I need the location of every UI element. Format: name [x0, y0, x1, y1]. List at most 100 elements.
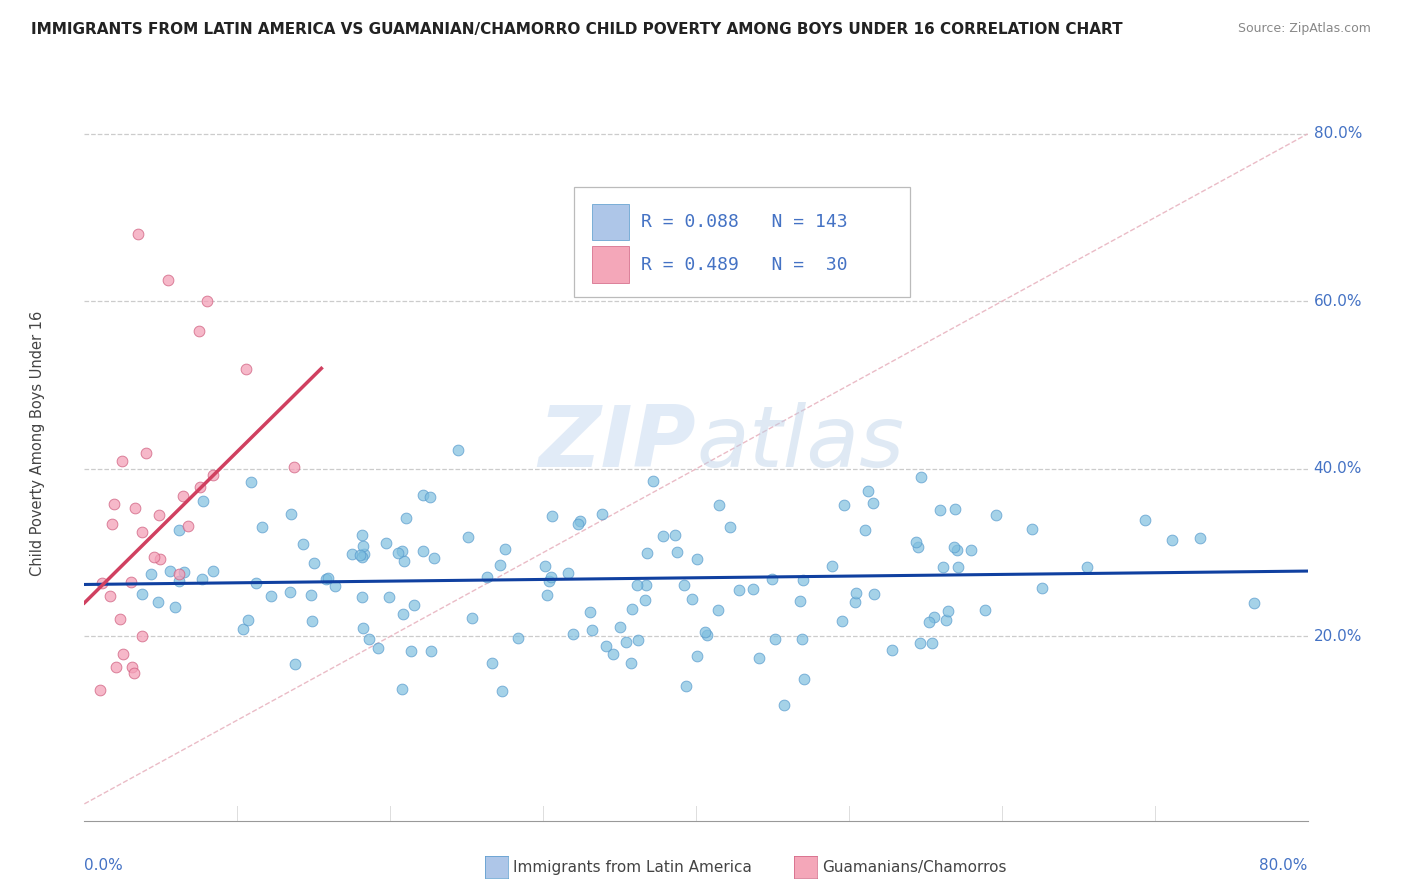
Point [167, 524, 190, 538]
Point [177, 518, 200, 533]
Point [790, 632, 813, 647]
Point [352, 549, 374, 564]
Point [620, 656, 643, 670]
Point [157, 273, 180, 287]
Point [387, 546, 409, 560]
Text: 0.0%: 0.0% [84, 858, 124, 873]
Point [533, 558, 555, 573]
Point [353, 547, 375, 561]
Point [367, 641, 389, 656]
Point [1135, 513, 1157, 527]
Point [696, 628, 718, 642]
FancyBboxPatch shape [574, 187, 910, 297]
Point [349, 548, 371, 562]
Point [105, 660, 128, 674]
Point [579, 605, 602, 619]
Point [350, 590, 373, 604]
Point [1160, 533, 1182, 547]
Point [240, 475, 263, 489]
Point [392, 554, 415, 568]
Point [1076, 560, 1098, 574]
Point [540, 508, 562, 523]
Point [238, 613, 260, 627]
Point [280, 507, 302, 521]
Point [202, 467, 225, 482]
Text: IMMIGRANTS FROM LATIN AMERICA VS GUAMANIAN/CHAMORRO CHILD POVERTY AMONG BOYS UND: IMMIGRANTS FROM LATIN AMERICA VS GUAMANI… [31, 22, 1122, 37]
Point [457, 530, 479, 544]
Point [921, 636, 943, 650]
Point [419, 490, 441, 504]
Point [402, 598, 425, 612]
Point [634, 578, 657, 592]
Point [135, 446, 157, 460]
Point [475, 569, 498, 583]
Point [260, 589, 283, 603]
Point [929, 503, 952, 517]
Point [1021, 522, 1043, 536]
Text: 40.0%: 40.0% [1313, 461, 1362, 476]
Point [173, 566, 195, 580]
Point [636, 546, 658, 560]
Point [641, 474, 664, 488]
Point [844, 595, 866, 609]
Point [195, 294, 218, 309]
Point [943, 540, 966, 554]
Text: 80.0%: 80.0% [1260, 858, 1308, 873]
Point [557, 566, 579, 580]
Point [250, 520, 273, 534]
Point [283, 460, 305, 475]
Point [666, 545, 689, 559]
Point [167, 567, 190, 582]
Point [98, 589, 121, 603]
Point [536, 588, 558, 602]
Point [100, 516, 122, 531]
Point [946, 559, 969, 574]
Point [793, 673, 815, 687]
Point [931, 560, 953, 574]
Text: ZIP: ZIP [538, 402, 696, 485]
Point [232, 622, 254, 636]
Point [506, 632, 529, 646]
FancyBboxPatch shape [592, 203, 628, 240]
Point [148, 508, 170, 522]
FancyBboxPatch shape [592, 246, 628, 283]
Text: Child Poverty Among Boys Under 16: Child Poverty Among Boys Under 16 [31, 311, 45, 576]
Point [323, 579, 346, 593]
Point [709, 498, 731, 512]
Point [111, 454, 134, 468]
Point [984, 508, 1007, 523]
Point [567, 516, 589, 531]
Point [614, 635, 637, 649]
Point [350, 528, 373, 542]
Point [943, 501, 966, 516]
Point [862, 496, 884, 510]
Text: Immigrants from Latin America: Immigrants from Latin America [513, 860, 752, 874]
Point [167, 574, 190, 589]
Text: R = 0.088   N = 143: R = 0.088 N = 143 [641, 213, 848, 231]
Point [131, 587, 153, 601]
Point [569, 514, 592, 528]
Point [595, 639, 617, 653]
Point [131, 629, 153, 643]
Point [489, 558, 512, 572]
Point [422, 550, 444, 565]
Point [693, 624, 716, 639]
Point [391, 681, 413, 696]
Point [792, 574, 814, 588]
Point [146, 595, 169, 609]
Point [626, 578, 648, 592]
Point [1243, 596, 1265, 610]
Point [938, 604, 960, 618]
Point [686, 648, 709, 663]
Point [89, 683, 111, 698]
Point [494, 542, 516, 557]
Point [302, 556, 325, 570]
Point [491, 684, 513, 698]
Point [1031, 581, 1053, 595]
Point [922, 610, 945, 624]
Point [202, 564, 225, 578]
Point [191, 573, 214, 587]
Point [131, 525, 153, 540]
Point [831, 614, 853, 628]
Point [763, 632, 786, 646]
